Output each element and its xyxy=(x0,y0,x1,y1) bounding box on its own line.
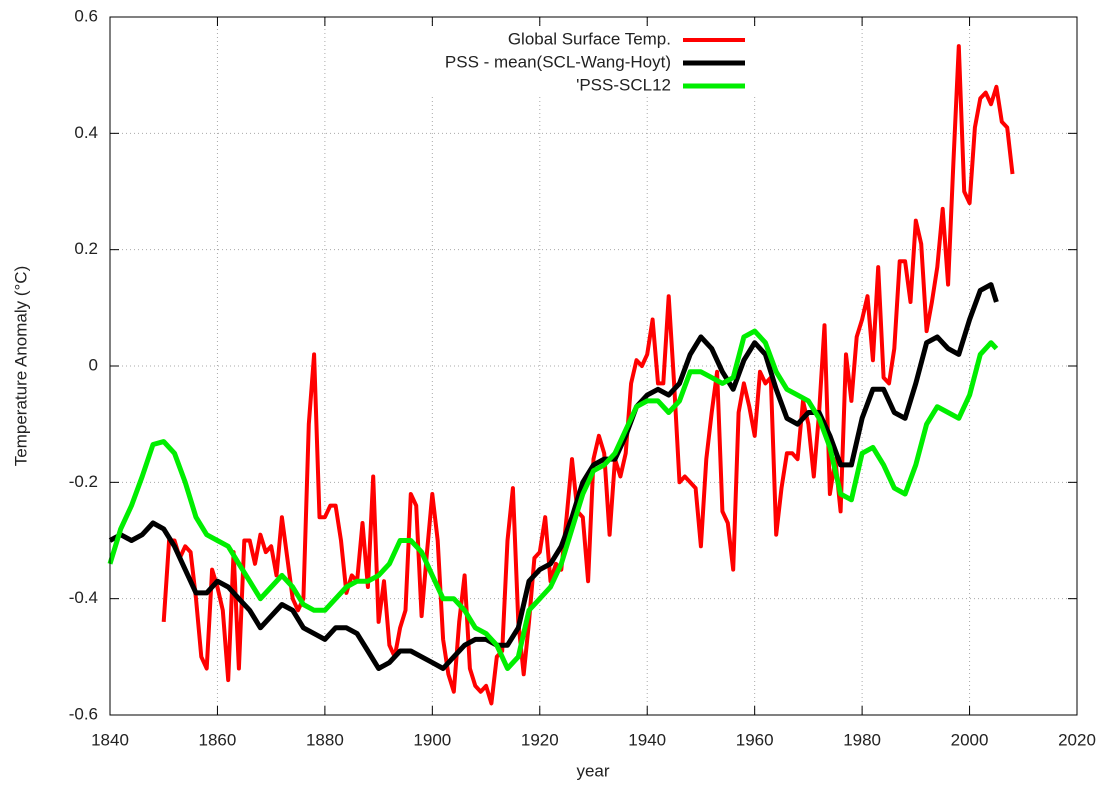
x-tick-label: 1980 xyxy=(843,730,881,749)
y-tick-label: -0.6 xyxy=(69,704,98,723)
y-tick-label: 0.4 xyxy=(74,123,98,142)
x-tick-label: 1960 xyxy=(736,730,774,749)
y-tick-label: 0 xyxy=(89,355,98,374)
legend-bg xyxy=(380,75,760,97)
data-line xyxy=(107,328,999,671)
legend-bg xyxy=(380,29,760,51)
y-axis-label: Temperature Anomaly (°C) xyxy=(11,266,30,466)
x-tick-label: 1860 xyxy=(199,730,237,749)
x-axis-label: year xyxy=(576,761,609,780)
legend-label: Global Surface Temp. xyxy=(508,29,671,48)
x-tick-label: 1920 xyxy=(521,730,559,749)
y-tick-label: -0.4 xyxy=(69,588,98,607)
plot-frame xyxy=(109,16,1078,716)
legend-label: 'PSS-SCL12 xyxy=(576,75,671,94)
data-line xyxy=(108,282,999,671)
x-tick-label: 1840 xyxy=(91,730,129,749)
data-line xyxy=(161,44,1015,706)
x-tick-label: 1880 xyxy=(306,730,344,749)
x-tick-label: 2020 xyxy=(1058,730,1096,749)
legend-label: PSS - mean(SCL-Wang-Hoyt) xyxy=(445,52,671,71)
x-tick-label: 2000 xyxy=(951,730,989,749)
y-tick-label: 0.2 xyxy=(74,239,98,258)
x-tick-label: 1940 xyxy=(628,730,666,749)
y-tick-label: 0.6 xyxy=(74,6,98,25)
x-tick-label: 1900 xyxy=(413,730,451,749)
legend-bg xyxy=(380,52,760,74)
y-tick-label: -0.2 xyxy=(69,472,98,491)
